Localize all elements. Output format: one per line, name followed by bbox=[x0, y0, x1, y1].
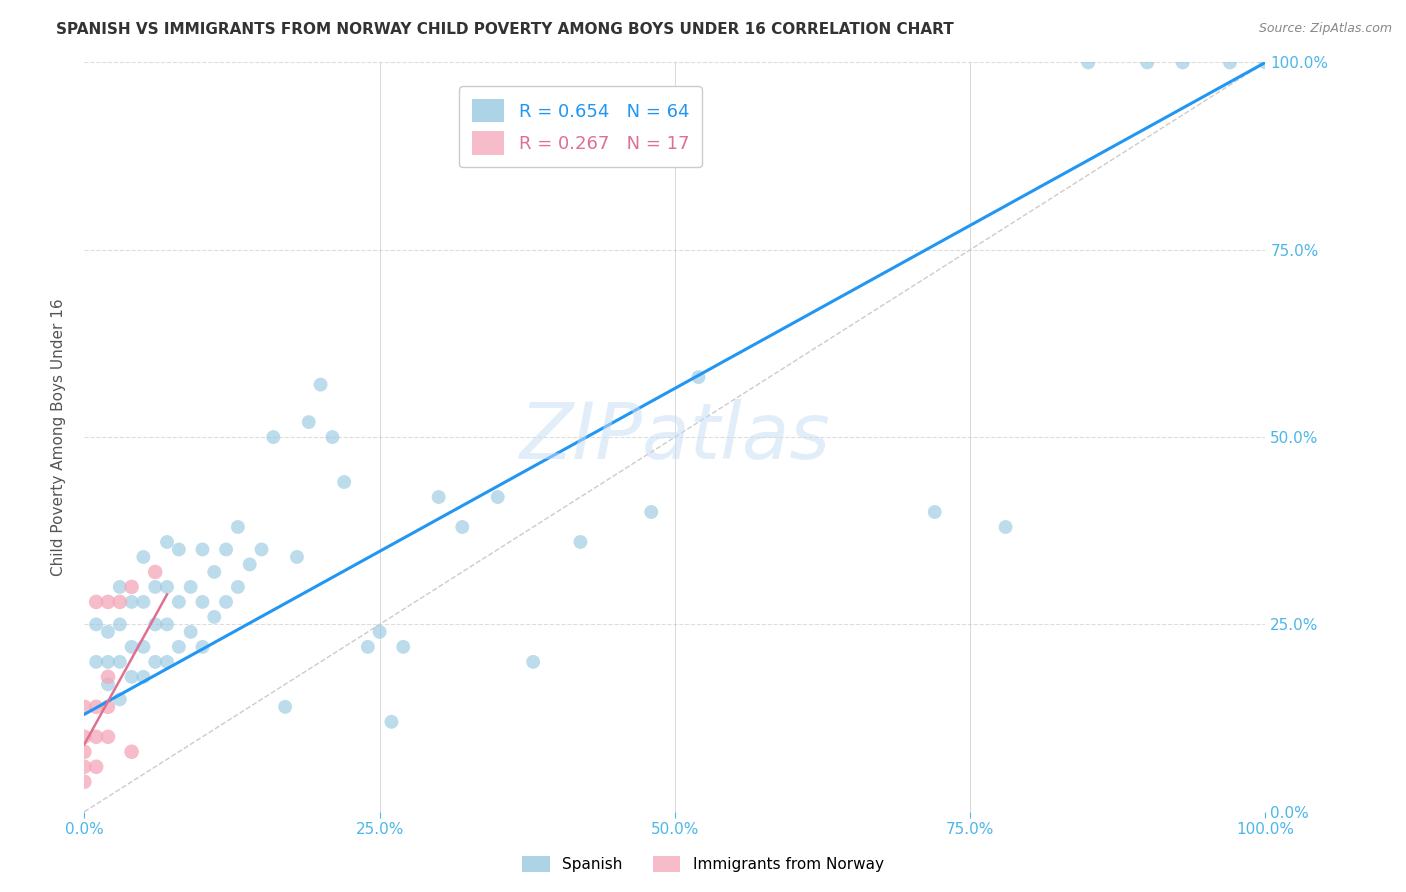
Point bbox=[97, 624, 120, 639]
Legend: Spanish, Immigrants from Norway: Spanish, Immigrants from Norway bbox=[515, 848, 891, 880]
Point bbox=[924, 505, 946, 519]
Point bbox=[191, 542, 214, 557]
Point bbox=[1219, 55, 1241, 70]
Point bbox=[250, 542, 273, 557]
Point bbox=[97, 595, 120, 609]
Point bbox=[226, 580, 249, 594]
Point bbox=[427, 490, 450, 504]
Point bbox=[84, 760, 107, 774]
Point bbox=[202, 565, 225, 579]
Point bbox=[321, 430, 343, 444]
Point bbox=[1171, 55, 1194, 70]
Point bbox=[1077, 55, 1099, 70]
Point bbox=[180, 580, 202, 594]
Point bbox=[143, 655, 166, 669]
Point bbox=[226, 520, 249, 534]
Point bbox=[640, 505, 662, 519]
Point bbox=[132, 670, 155, 684]
Point bbox=[215, 595, 238, 609]
Point bbox=[84, 730, 107, 744]
Point bbox=[167, 640, 190, 654]
Point bbox=[309, 377, 332, 392]
Point bbox=[121, 640, 143, 654]
Point bbox=[97, 677, 120, 691]
Point bbox=[143, 617, 166, 632]
Point bbox=[569, 535, 592, 549]
Point bbox=[121, 670, 143, 684]
Y-axis label: Child Poverty Among Boys Under 16: Child Poverty Among Boys Under 16 bbox=[51, 298, 66, 576]
Legend: R = 0.654   N = 64, R = 0.267   N = 17: R = 0.654 N = 64, R = 0.267 N = 17 bbox=[458, 87, 702, 167]
Text: ZIPatlas: ZIPatlas bbox=[519, 399, 831, 475]
Point bbox=[73, 745, 96, 759]
Text: Source: ZipAtlas.com: Source: ZipAtlas.com bbox=[1258, 22, 1392, 36]
Point bbox=[84, 699, 107, 714]
Point bbox=[274, 699, 297, 714]
Point bbox=[486, 490, 509, 504]
Point bbox=[333, 475, 356, 489]
Point bbox=[121, 595, 143, 609]
Point bbox=[132, 640, 155, 654]
Point bbox=[368, 624, 391, 639]
Point bbox=[156, 580, 179, 594]
Point bbox=[167, 542, 190, 557]
Point bbox=[143, 565, 166, 579]
Text: SPANISH VS IMMIGRANTS FROM NORWAY CHILD POVERTY AMONG BOYS UNDER 16 CORRELATION : SPANISH VS IMMIGRANTS FROM NORWAY CHILD … bbox=[56, 22, 955, 37]
Point bbox=[108, 692, 131, 706]
Point bbox=[180, 624, 202, 639]
Point bbox=[1136, 55, 1159, 70]
Point bbox=[156, 617, 179, 632]
Point bbox=[156, 655, 179, 669]
Point bbox=[84, 617, 107, 632]
Point bbox=[143, 580, 166, 594]
Point bbox=[84, 595, 107, 609]
Point bbox=[285, 549, 308, 564]
Point bbox=[108, 580, 131, 594]
Point bbox=[97, 699, 120, 714]
Point bbox=[262, 430, 284, 444]
Point bbox=[121, 745, 143, 759]
Point bbox=[97, 730, 120, 744]
Point bbox=[522, 655, 544, 669]
Point bbox=[688, 370, 710, 384]
Point bbox=[1254, 55, 1277, 70]
Point bbox=[73, 699, 96, 714]
Point bbox=[191, 640, 214, 654]
Point bbox=[108, 655, 131, 669]
Point bbox=[298, 415, 321, 429]
Point bbox=[97, 655, 120, 669]
Point bbox=[84, 655, 107, 669]
Point bbox=[132, 549, 155, 564]
Point bbox=[121, 580, 143, 594]
Point bbox=[167, 595, 190, 609]
Point bbox=[108, 617, 131, 632]
Point bbox=[392, 640, 415, 654]
Point bbox=[239, 558, 262, 572]
Point bbox=[380, 714, 402, 729]
Point bbox=[191, 595, 214, 609]
Point bbox=[97, 670, 120, 684]
Point bbox=[215, 542, 238, 557]
Point bbox=[451, 520, 474, 534]
Point bbox=[132, 595, 155, 609]
Point bbox=[357, 640, 380, 654]
Point bbox=[156, 535, 179, 549]
Point bbox=[108, 595, 131, 609]
Point bbox=[994, 520, 1017, 534]
Point bbox=[73, 730, 96, 744]
Point bbox=[202, 610, 225, 624]
Point bbox=[73, 760, 96, 774]
Point bbox=[73, 774, 96, 789]
